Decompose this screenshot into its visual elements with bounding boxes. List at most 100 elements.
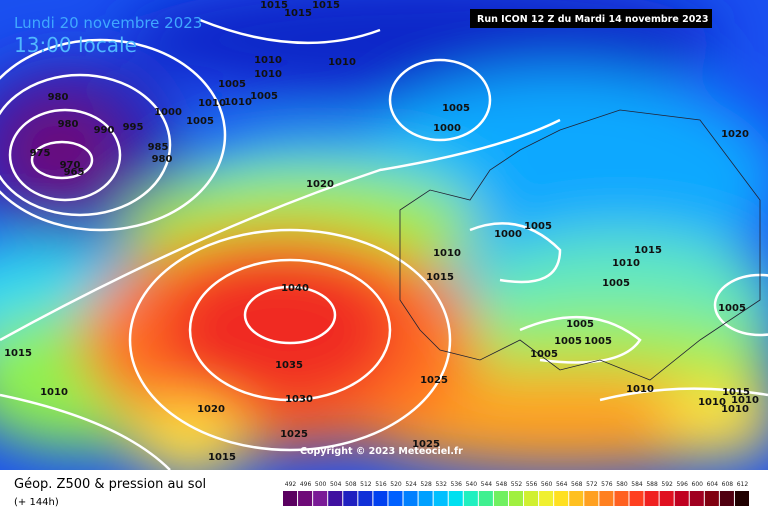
date: Lundi 20 novembre 2023: [14, 14, 202, 32]
scale-swatch: [418, 491, 433, 506]
isobar-label: 1015: [284, 8, 312, 19]
legend-lead: (+ 144h): [14, 497, 59, 508]
scale-swatch: [629, 491, 644, 506]
scale-label: 552: [511, 481, 523, 488]
isobar-label: 1010: [721, 404, 749, 415]
scale-label: 580: [616, 481, 628, 488]
run-box: [470, 9, 712, 28]
isobar-label: 1010: [254, 69, 282, 80]
isobar-label: 980: [58, 119, 79, 130]
isobar-label: 1015: [260, 0, 288, 11]
isobar-label: 1010: [626, 384, 654, 395]
isobar-label: 1005: [442, 103, 470, 114]
scale-swatch: [358, 491, 373, 506]
scale-swatch: [689, 491, 704, 506]
scale-label: 592: [661, 481, 673, 488]
scale-swatch: [614, 491, 629, 506]
isobar-labels: 1015101510151010101010101005100510101010…: [4, 0, 759, 463]
scale-label: 492: [285, 481, 297, 488]
scale-swatch: [674, 491, 689, 506]
scale-label: 564: [556, 481, 568, 488]
scale-swatch: [569, 491, 584, 506]
scale-label: 536: [451, 481, 463, 488]
scale-swatch: [719, 491, 734, 506]
isobar-label: 1010: [328, 57, 356, 68]
isobar-label: 1010: [254, 55, 282, 66]
scale-swatch: [493, 491, 508, 506]
isobar-label: 990: [94, 125, 115, 136]
scale-swatch: [388, 491, 403, 506]
isobar-label: 1005: [250, 91, 278, 102]
scale-label: 572: [586, 481, 598, 488]
scale-swatch: [403, 491, 418, 506]
scale-label: 500: [315, 481, 327, 488]
scale-swatch: [584, 491, 599, 506]
isobar-label: 1015: [208, 452, 236, 463]
scale-label: 524: [405, 481, 417, 488]
isobars-lines: [0, 18, 768, 470]
isobar-label: 1005: [602, 278, 630, 289]
scale-label: 516: [375, 481, 387, 488]
isobar-label: 1010: [612, 258, 640, 269]
isobar-label: 965: [64, 167, 85, 178]
scale-label: 612: [737, 481, 749, 488]
scale-label: 520: [390, 481, 402, 488]
scale-label: 608: [722, 481, 734, 488]
isobar-label: 1015: [4, 348, 32, 359]
isobar-label: 1005: [218, 79, 246, 90]
isobar-label: 980: [152, 154, 173, 165]
isobar-label: 985: [148, 142, 169, 153]
scale-swatch: [328, 491, 343, 506]
isobar-label: 1015: [312, 0, 340, 11]
isobar-label: 1005: [524, 221, 552, 232]
scale-swatch: [644, 491, 659, 506]
scale-label: 604: [707, 481, 719, 488]
scale-label: 532: [435, 481, 447, 488]
scale-label: 504: [330, 481, 342, 488]
isobar-label: 1025: [420, 375, 448, 386]
scale-swatch: [433, 491, 448, 506]
scale-swatch: [298, 491, 313, 506]
legend-title: Géop. Z500 & pression au sol: [14, 477, 206, 492]
isobar-label: 1000: [154, 107, 182, 118]
isobar-label: 1010: [198, 98, 226, 109]
scale-swatch: [539, 491, 554, 506]
scale-label: 600: [692, 481, 704, 488]
isobar-label: 1015: [634, 245, 662, 256]
scale-swatch: [599, 491, 614, 506]
isobar-label: 1020: [721, 129, 749, 140]
scale-label: 508: [345, 481, 357, 488]
scale-swatch: [508, 491, 524, 506]
scale-label: 560: [541, 481, 553, 488]
scale-label: 528: [420, 481, 432, 488]
color-scale: 492 496 500 504 508 512 516 520 524 528 532 536 540 5…: [283, 481, 749, 506]
isobar-label: 1005: [530, 349, 558, 360]
run: Run ICON 12 Z du Mardi 14 novembre 2023: [477, 14, 709, 25]
scale-swatch: [704, 491, 719, 506]
scale-label: 576: [601, 481, 613, 488]
isobar-label: 975: [30, 148, 51, 159]
isobar-label: 1015: [722, 387, 750, 398]
isobar-label: 1010: [698, 397, 726, 408]
time: 13:00 locale: [14, 33, 137, 57]
isobar-label: 1020: [197, 404, 225, 415]
isobar-label: 1005: [554, 336, 582, 347]
scale-swatch: [343, 491, 358, 506]
isobar-label: 1020: [306, 179, 334, 190]
isobar-label: 1040: [281, 283, 309, 294]
scale-swatch: [373, 491, 388, 506]
isobar-label: 1025: [280, 429, 308, 440]
field: [0, 0, 768, 470]
isobar-label: 1000: [494, 229, 522, 240]
isobar-label: 1030: [285, 394, 313, 405]
scale-swatch: [734, 491, 749, 506]
scale-swatch: [554, 491, 569, 506]
isobar-label: 1015: [426, 272, 454, 283]
isobar-label: 1005: [566, 319, 594, 330]
coastline: [399, 109, 761, 381]
isobar-label: 995: [123, 122, 144, 133]
scale-label: 556: [526, 481, 538, 488]
isobar-label: 980: [48, 92, 69, 103]
scale-swatch: [463, 491, 478, 506]
